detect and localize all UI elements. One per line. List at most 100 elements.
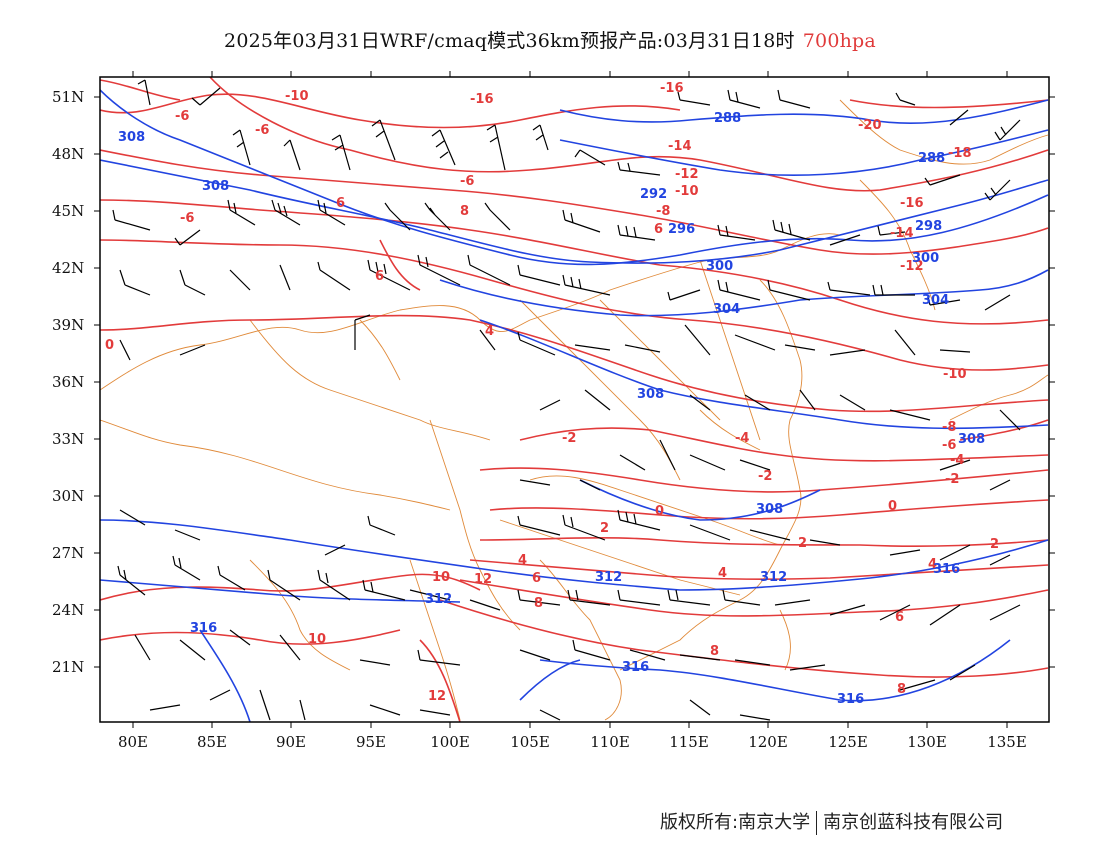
copyright-divider: [816, 811, 818, 835]
lat-ticks: [94, 96, 1055, 668]
height-label: 308: [958, 432, 985, 447]
temp-label: -16: [900, 196, 924, 211]
temp-label: 0: [655, 504, 664, 519]
height-label: 312: [760, 570, 787, 585]
temp-label: -12: [675, 167, 699, 182]
height-label: 292: [640, 187, 667, 202]
lat-label: 30N: [52, 487, 84, 505]
temp-label: -10: [285, 89, 309, 104]
temp-label: 10: [432, 570, 450, 585]
temp-label: 10: [308, 632, 326, 647]
map-title: 2025年03月31日WRF/cmaq模式36km预报产品:03月31日18时 7…: [0, 26, 1100, 53]
lat-label: 48N: [52, 145, 84, 163]
lat-label: 21N: [52, 658, 84, 676]
temp-label: -4: [950, 453, 964, 468]
temp-label: 2: [600, 521, 609, 536]
lat-label: 39N: [52, 316, 84, 334]
height-label: 296: [668, 222, 695, 237]
temp-label: -18: [948, 146, 972, 161]
lat-label: 45N: [52, 202, 84, 220]
temp-label: 4: [718, 566, 727, 581]
lon-label: 115E: [669, 733, 709, 751]
temp-label: -10: [943, 367, 967, 382]
lon-ticks: [132, 71, 1008, 728]
height-label: 316: [933, 562, 960, 577]
temp-label: -8: [656, 204, 670, 219]
temp-label: 8: [534, 596, 543, 611]
height-label: 304: [922, 293, 949, 308]
temp-label: 0: [888, 499, 897, 514]
temp-label: -20: [858, 118, 882, 133]
temp-label: -6: [460, 174, 474, 189]
temp-label: -2: [945, 472, 959, 487]
lon-label: 100E: [430, 733, 470, 751]
lon-label: 95E: [356, 733, 386, 751]
lon-label: 110E: [590, 733, 630, 751]
temp-label: -2: [758, 469, 772, 484]
lat-label: 27N: [52, 544, 84, 562]
lat-label: 24N: [52, 601, 84, 619]
contour-labels: -10 -16 -16 -6 -6 -6 6 6 8 6 4 -20 -14 -…: [105, 81, 999, 707]
temp-label: 8: [460, 204, 469, 219]
lat-label: 36N: [52, 373, 84, 391]
temp-label: -14: [890, 226, 914, 241]
temp-label: -8: [942, 420, 956, 435]
lon-label: 130E: [907, 733, 947, 751]
temp-label: -16: [660, 81, 684, 96]
temp-label: 4: [928, 557, 937, 572]
height-label: 312: [595, 570, 622, 585]
height-label: 300: [706, 259, 733, 274]
copyright-notice: 版权所有:南京大学 南京创蓝科技有限公司: [660, 808, 1003, 835]
height-label: 312: [425, 592, 452, 607]
lat-label: 33N: [52, 430, 84, 448]
temp-label: 12: [428, 689, 446, 704]
height-label: 308: [118, 130, 145, 145]
lon-label: 105E: [510, 733, 550, 751]
temp-label: -10: [675, 184, 699, 199]
height-label: 316: [837, 692, 864, 707]
height-contours: [100, 89, 1049, 722]
temp-label: -14: [668, 139, 692, 154]
height-label: 308: [637, 387, 664, 402]
height-label: 308: [756, 502, 783, 517]
lon-label: 135E: [987, 733, 1027, 751]
title-main: 2025年03月31日WRF/cmaq模式36km预报产品:03月31日18时: [224, 30, 795, 52]
height-label: 288: [714, 111, 741, 126]
copyright-left: 版权所有:南京大学: [660, 812, 811, 833]
height-label: 304: [713, 302, 740, 317]
height-label: 288: [918, 151, 945, 166]
borders: [100, 99, 1049, 721]
temp-label: 4: [485, 324, 494, 339]
temp-label: 6: [654, 222, 663, 237]
temperature-contours: [100, 77, 1049, 722]
lon-label: 85E: [197, 733, 227, 751]
temp-label: 2: [990, 537, 999, 552]
map-plot-area: -10 -16 -16 -6 -6 -6 6 6 8 6 4 -20 -14 -…: [100, 77, 1049, 722]
temp-label: 6: [532, 571, 541, 586]
lon-label: 125E: [828, 733, 868, 751]
temp-label: -16: [470, 92, 494, 107]
height-label: 316: [190, 621, 217, 636]
temp-label: -6: [180, 211, 194, 226]
lon-labels: 80E 85E 90E 95E 100E 105E 110E 115E 120E…: [118, 733, 1027, 751]
temp-label: -6: [175, 109, 189, 124]
temp-label: -6: [942, 438, 956, 453]
title-level: 700hpa: [802, 30, 876, 52]
height-label: 308: [202, 179, 229, 194]
wind-barbs: [112, 79, 1021, 721]
temp-label: -4: [735, 431, 749, 446]
temp-label: 6: [895, 610, 904, 625]
temp-label: 8: [897, 682, 906, 697]
lon-label: 120E: [748, 733, 788, 751]
temp-label: 12: [474, 572, 492, 587]
lat-labels: 51N 48N 45N 42N 39N 36N 33N 30N 27N 24N …: [52, 88, 84, 676]
lat-label: 51N: [52, 88, 84, 106]
copyright-right: 南京创蓝科技有限公司: [823, 812, 1004, 833]
map-frame: [99, 76, 1050, 723]
temp-label: 6: [375, 269, 384, 284]
lat-label: 42N: [52, 259, 84, 277]
temp-label: 2: [798, 536, 807, 551]
height-label: 316: [622, 660, 649, 675]
temp-label: 4: [518, 553, 527, 568]
